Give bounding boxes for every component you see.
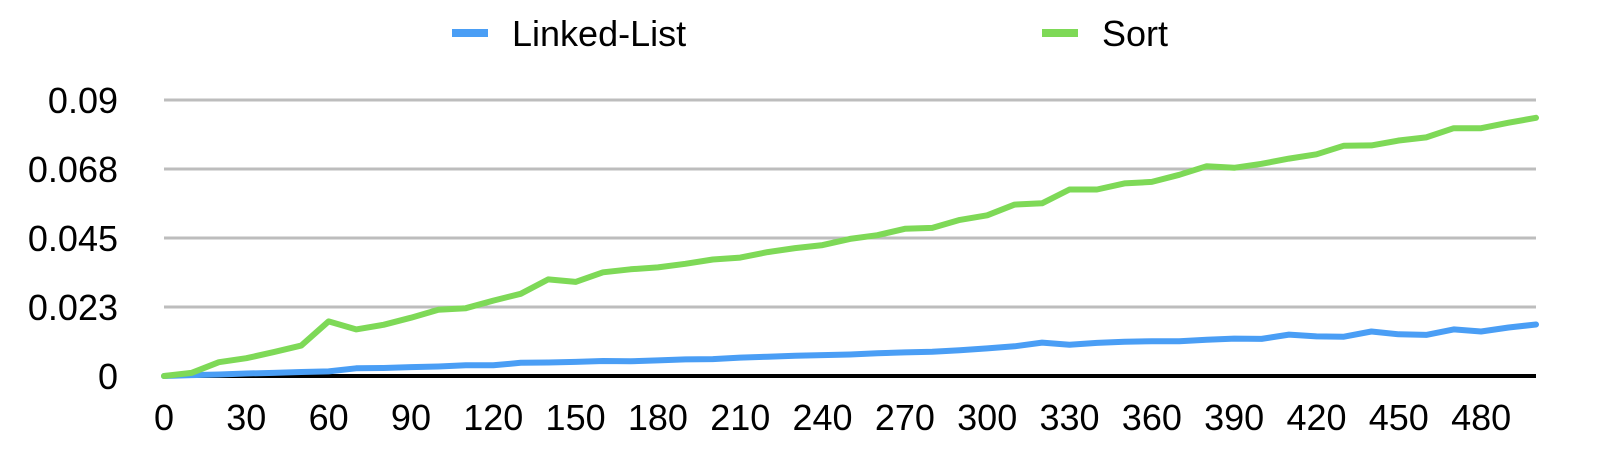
x-tick-label: 480 [1451, 397, 1511, 438]
x-tick-label: 360 [1122, 397, 1182, 438]
x-tick-label: 330 [1039, 397, 1099, 438]
x-tick-label: 180 [628, 397, 688, 438]
y-tick-label: 0.09 [48, 80, 118, 121]
y-axis-tick-labels: 0 0.023 0.045 0.068 0.09 [28, 80, 118, 397]
series-line-sort [161, 114, 1539, 379]
x-axis-tick-labels: 0 30 60 90 120 150 180 210 240 270 300 330 360 390 420… [154, 397, 1511, 438]
x-tick-label: 210 [710, 397, 770, 438]
series-lines [161, 114, 1539, 379]
legend: Linked-List Sort [452, 13, 1168, 54]
legend-label-sort: Sort [1102, 13, 1168, 54]
x-tick-label: 120 [463, 397, 523, 438]
x-tick-label: 450 [1369, 397, 1429, 438]
x-tick-label: 390 [1204, 397, 1264, 438]
x-tick-label: 0 [154, 397, 174, 438]
x-tick-label: 150 [546, 397, 606, 438]
x-tick-label: 270 [875, 397, 935, 438]
legend-label-linked-list: Linked-List [512, 13, 686, 54]
y-tick-label: 0.068 [28, 149, 118, 190]
gridlines [164, 98, 1536, 309]
y-tick-label: 0.023 [28, 287, 118, 328]
x-tick-label: 90 [391, 397, 431, 438]
y-tick-label: 0 [98, 356, 118, 397]
series-line-linked-list [161, 321, 1539, 379]
x-tick-label: 240 [793, 397, 853, 438]
x-tick-label: 420 [1286, 397, 1346, 438]
y-tick-label: 0.045 [28, 218, 118, 259]
x-tick-label: 60 [309, 397, 349, 438]
x-tick-label: 300 [957, 397, 1017, 438]
x-tick-label: 30 [226, 397, 266, 438]
